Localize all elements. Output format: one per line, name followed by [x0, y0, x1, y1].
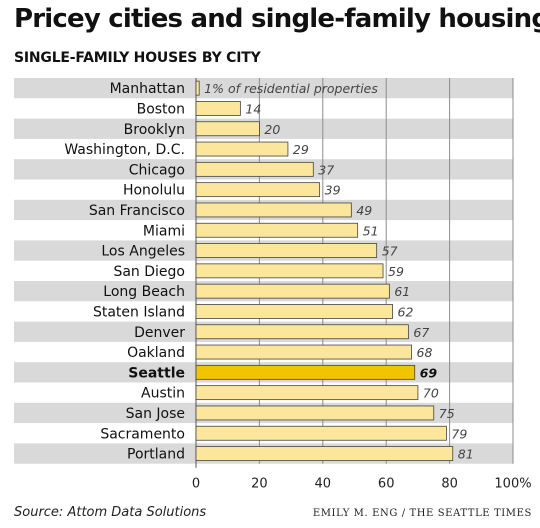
value-label: 39: [325, 183, 341, 198]
bar-washington-d-c-: [195, 141, 289, 157]
row-shade: [14, 78, 513, 99]
bar-los-angeles: [195, 243, 378, 258]
category-label: Seattle: [128, 365, 185, 381]
bar-honolulu: [195, 182, 321, 198]
value-label: 61: [394, 284, 410, 299]
bar-sacramento: [195, 425, 447, 441]
bar-long-beach: [195, 283, 390, 299]
bar-boston: [195, 101, 241, 116]
value-label: 79: [451, 426, 467, 441]
value-label: 14: [245, 101, 261, 116]
category-label: Long Beach: [103, 284, 185, 300]
value-label: 29: [293, 142, 309, 157]
category-label: San Jose: [126, 406, 185, 422]
category-label: Sacramento: [100, 426, 185, 442]
value-label: 67: [413, 325, 429, 340]
bar-brooklyn: [195, 121, 260, 137]
bar-denver: [195, 324, 409, 340]
category-label: Honolulu: [123, 183, 185, 199]
value-label: 81: [458, 447, 474, 462]
row-shade: [14, 118, 513, 139]
bar-san-jose: [195, 405, 435, 421]
bar-manhattan: [195, 80, 200, 96]
x-tick-label: 60: [378, 477, 395, 492]
value-label: 49: [356, 203, 372, 218]
bar-san-diego: [195, 263, 384, 279]
category-label: Boston: [137, 101, 185, 117]
bar-miami: [195, 222, 359, 238]
bar-staten-island: [195, 304, 393, 319]
category-label: Brooklyn: [124, 122, 185, 138]
value-label: 20: [264, 122, 280, 137]
value-label: 51: [363, 223, 379, 238]
bar-seattle: [195, 364, 416, 380]
bar-portland: [195, 446, 454, 461]
x-tick-label: 20: [251, 477, 268, 492]
value-label: 68: [417, 345, 433, 360]
value-label: 69: [420, 365, 438, 380]
value-label: 62: [398, 304, 414, 319]
value-label: 1% of residential properties: [204, 81, 378, 96]
category-label: Los Angeles: [101, 244, 185, 260]
x-tick-label: 100%: [494, 477, 531, 492]
bar-oakland: [195, 344, 412, 360]
x-tick-label: 80: [441, 477, 458, 492]
x-tick-label: 40: [315, 477, 332, 492]
value-label: 70: [423, 386, 439, 401]
category-label: Denver: [134, 325, 185, 341]
category-label: Chicago: [129, 162, 185, 178]
category-label: Staten Island: [93, 304, 185, 320]
category-label: Oakland: [127, 345, 185, 361]
bar-chicago: [195, 161, 314, 177]
value-label: 75: [439, 406, 455, 421]
bar-austin: [195, 385, 419, 401]
category-label: San Francisco: [89, 203, 185, 219]
value-label: 57: [382, 244, 398, 259]
category-label: Portland: [127, 447, 185, 463]
category-label: Manhattan: [110, 81, 185, 97]
value-label: 59: [388, 264, 404, 279]
category-label: Austin: [141, 386, 185, 402]
x-tick-label: 0: [192, 477, 200, 492]
bar-san-francisco: [195, 202, 352, 218]
category-label: Miami: [143, 223, 185, 239]
category-label: Washington, D.C.: [64, 142, 185, 158]
category-label: San Diego: [113, 264, 185, 280]
chart-title: Pricey cities and single-family housing: [14, 4, 540, 34]
source-note: Source: Attom Data Solutions: [14, 505, 207, 520]
chart-subtitle: SINGLE-FAMILY HOUSES BY CITY: [14, 50, 261, 66]
credit-line: EMILY M. ENG / THE SEATTLE TIMES: [312, 508, 532, 519]
value-label: 37: [318, 162, 334, 177]
